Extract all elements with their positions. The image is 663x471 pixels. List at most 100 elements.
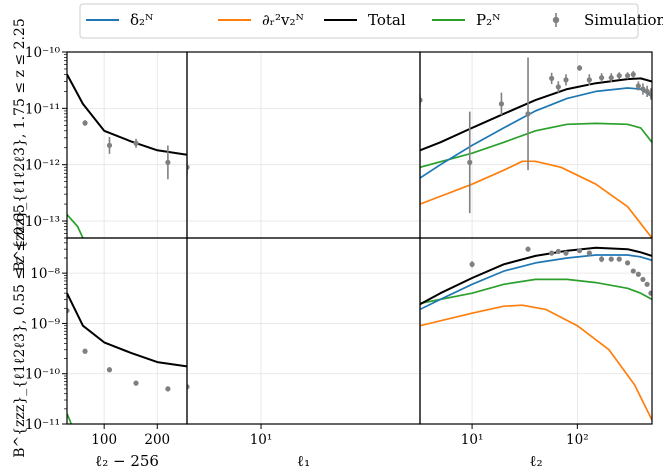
series-line-p2: [67, 214, 84, 238]
simulation-point: [555, 84, 561, 90]
panel-r0-c2-series: [420, 57, 652, 238]
panel-r0-c1-grid: [187, 51, 420, 238]
y-tick-label: 10⁻¹¹: [25, 101, 60, 117]
panel-r1-c0-series: [67, 292, 187, 424]
panel-r0-c0: [66, 51, 188, 239]
simulation-point: [82, 348, 88, 354]
simulation-point: [120, 131, 125, 136]
panel-r1-c1-series: [4, 306, 190, 404]
series-line-delta: [420, 254, 652, 311]
simulation-point: [630, 268, 636, 274]
simulation-point: [616, 73, 622, 79]
series-line-p2: [187, 402, 188, 404]
simulation-point: [133, 140, 139, 146]
simulation-point: [599, 75, 605, 81]
y-tick-label: 10⁻¹¹: [25, 417, 60, 433]
y-tick-label: 10⁻¹³: [25, 214, 60, 230]
simulation-point: [555, 248, 561, 255]
simulation-point: [624, 73, 631, 79]
panel-r1-c0-frame: [66, 237, 188, 425]
simulation-point: [608, 75, 614, 81]
y-axis-label-row-0: B^{zzz}_{ℓ1ℓ2ℓ3}, 1.75 ≤ z ≤ 2.25: [12, 18, 28, 272]
panel-r0-c2: [419, 51, 653, 239]
simulation-point: [635, 83, 641, 89]
simulation-point: [420, 97, 423, 103]
y-axis-label-row-1: B^{zzz}_{ℓ1ℓ2ℓ3}, 0.55 ≤ z ≤ 0.65: [12, 204, 28, 458]
panel-r1-c2-grid: [420, 238, 652, 425]
x-tick-label: 100: [91, 432, 117, 448]
panel-r0-c1-series: [4, 103, 190, 175]
plot-panels: [4, 51, 653, 425]
legend-label-total: Total: [368, 11, 406, 29]
simulation-point: [563, 250, 569, 256]
simulation-point: [165, 386, 171, 392]
legend-label-drv: ∂ᵣ²v₂ᴺ: [262, 11, 304, 29]
simulation-point: [525, 246, 531, 252]
series-line-p2: [420, 122, 652, 169]
simulation-point: [67, 307, 70, 314]
y-tick-label: 10⁻¹⁰: [25, 367, 61, 383]
simulation-point: [165, 159, 171, 165]
series-line-delta: [420, 87, 652, 179]
y-tick-label: 10⁻⁸: [30, 266, 60, 282]
panel-r1-c1: [4, 237, 421, 425]
legend-frame: [79, 3, 639, 39]
simulation-point: [549, 75, 555, 81]
legend-label-delta: δ₂ᴺ: [130, 11, 153, 29]
simulation-point: [586, 77, 592, 83]
panel-r1-c0-grid: [67, 238, 187, 425]
simulation-point: [635, 271, 641, 277]
simulation-point: [644, 88, 650, 94]
simulation-point: [187, 384, 190, 390]
simulation-point: [549, 250, 555, 256]
series-line-total: [420, 77, 652, 152]
legend-label-sim: Simulation: [584, 11, 663, 29]
y-tick-label: 10⁻⁹: [30, 316, 60, 332]
panel-r0-c1: [4, 51, 421, 239]
panel-r1-c2-frame: [419, 237, 653, 425]
series-line-drv: [420, 160, 652, 238]
simulation-point: [106, 367, 113, 373]
panel-r0-c0-series: [67, 73, 187, 238]
simulation-point: [76, 116, 81, 121]
x-axis-label-col-1: ℓ₁: [297, 452, 310, 470]
simulation-point: [586, 250, 592, 256]
x-tick-label: 10²: [566, 432, 589, 448]
series-line-total: [187, 355, 188, 357]
simulation-point: [498, 101, 505, 107]
legend-swatch-sim-marker: [552, 16, 560, 24]
y-tick-label: 10⁻¹⁰: [25, 45, 61, 61]
panel-r0-c0-frame: [66, 51, 188, 239]
simulation-point: [162, 379, 167, 384]
series-line-delta: [187, 357, 188, 359]
panel-r1-c2: [419, 237, 653, 425]
simulation-point: [599, 256, 605, 262]
simulation-point: [616, 256, 622, 262]
simulation-point: [120, 352, 125, 357]
simulation-point: [76, 330, 81, 335]
simulation-point: [4, 103, 9, 108]
simulation-point: [469, 261, 475, 267]
series-line-total: [67, 292, 187, 368]
simulation-point: [96, 341, 101, 346]
series-line-p2: [67, 413, 72, 424]
legend: δ₂ᴺ ∂ᵣ²v₂ᴺ Total P₂ᴺ Simulation: [79, 3, 663, 39]
simulation-point: [4, 306, 9, 311]
legend-label-p2: P₂ᴺ: [476, 11, 500, 29]
simulation-point: [648, 91, 652, 97]
simulation-point: [563, 77, 569, 83]
axis-labels: 10⁻¹⁰ 10⁻¹¹ 10⁻¹² 10⁻¹³B^{zzz}_{ℓ1ℓ2ℓ3}, 1.…: [12, 18, 589, 470]
simulation-point: [187, 164, 190, 170]
simulation-point: [630, 71, 636, 78]
panel-r0-c0-grid: [67, 51, 187, 238]
x-axis-label-col-2: ℓ₂: [529, 452, 542, 470]
simulation-point: [525, 111, 531, 117]
x-tick-label: 200: [144, 432, 170, 448]
simulation-point: [624, 260, 631, 266]
panel-r1-c0: [66, 237, 188, 425]
x-axis-label-col-0: ℓ₂ − 256: [95, 452, 159, 470]
simulation-point: [133, 380, 139, 386]
y-tick-label: 10⁻¹²: [25, 158, 60, 174]
panel-r1-c2-series: [420, 246, 652, 421]
